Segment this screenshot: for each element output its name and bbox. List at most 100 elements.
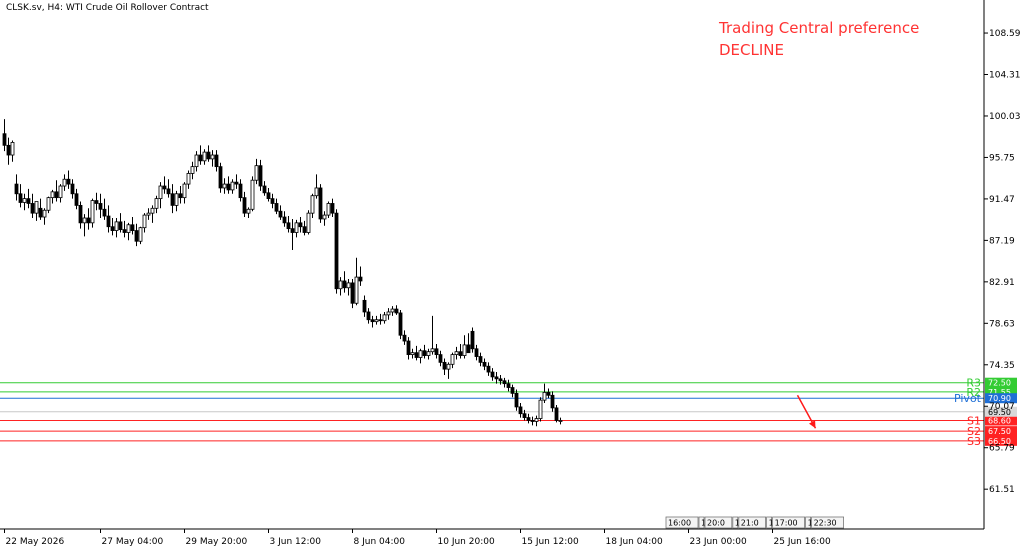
candle-body	[330, 203, 335, 214]
candle-body	[386, 311, 391, 316]
candle-body	[46, 197, 51, 211]
candle-body	[70, 183, 75, 195]
candle-body	[314, 187, 319, 197]
level-name-r2: R2	[966, 386, 981, 399]
candle-body	[26, 198, 31, 204]
candle-body	[110, 226, 115, 231]
price-tick-label: 65.79	[989, 444, 1015, 454]
future-time-box	[698, 516, 705, 529]
candle-body	[354, 276, 359, 304]
candle-body	[262, 185, 267, 194]
future-time-label: 17:00	[775, 519, 798, 528]
candle-body	[226, 183, 231, 191]
level-name-pivot: Pivot	[954, 392, 982, 405]
candle-body	[370, 319, 375, 323]
price-tick-label: 91.47	[989, 195, 1015, 205]
candle-body	[422, 350, 427, 356]
candle-body	[514, 392, 519, 408]
candle-body	[554, 407, 559, 421]
time-tick-label: 29 May 20:00	[186, 537, 248, 547]
candle-body	[230, 181, 235, 191]
future-time-box	[766, 516, 772, 529]
candle-body	[510, 387, 515, 394]
candle-body	[158, 185, 163, 200]
candle-body	[474, 348, 479, 357]
candle-body	[82, 217, 87, 224]
candle-body	[482, 361, 487, 367]
future-time-box	[704, 516, 733, 529]
future-time-box	[811, 516, 844, 529]
candle-body	[18, 193, 23, 203]
candle-body	[358, 276, 363, 282]
price-axis[interactable]: 108.59 104.31 100.03 95.75 91.47 87.19 82.91 78…	[984, 29, 1021, 495]
candle-body	[86, 217, 91, 224]
candle-body	[454, 351, 459, 356]
level-price-tag	[985, 377, 1017, 388]
candle-body	[238, 183, 243, 199]
time-axis[interactable]: 22 May 2026 27 May 04:00 29 May 20:00 3 Jun…	[4, 529, 831, 547]
candle-body	[138, 227, 143, 242]
candle-body	[278, 210, 283, 218]
candle-body	[186, 173, 191, 185]
candle-body	[306, 212, 311, 233]
price-tick-label: 108.59	[989, 29, 1021, 39]
candle-body	[494, 376, 499, 380]
level-price-label: 71.55	[988, 388, 1011, 397]
time-tick-label: 3 Jun 12:00	[270, 537, 322, 547]
candle-body	[530, 420, 535, 422]
candle-body	[434, 348, 439, 356]
candle-body	[466, 344, 471, 354]
level-price-tag	[985, 415, 1017, 426]
level-price-tag	[985, 386, 1017, 397]
candle-body	[114, 221, 119, 231]
candle-body	[38, 207, 43, 218]
candle-body	[22, 198, 27, 203]
future-time-label: 1	[769, 519, 774, 528]
candle-body	[202, 151, 207, 162]
projection-arrow	[796, 394, 817, 429]
candle-body	[130, 224, 135, 231]
price-tick-label: 100.03	[989, 112, 1021, 122]
candle-body	[98, 203, 103, 210]
current-price-label: 69.50	[988, 408, 1011, 417]
candle-body	[342, 280, 347, 289]
price-tick-label: 74.35	[989, 361, 1015, 371]
candle-body	[414, 352, 419, 358]
candle-body	[322, 214, 327, 220]
candle-body	[222, 183, 227, 189]
candle-body	[266, 192, 271, 200]
future-time-box	[732, 516, 739, 529]
candle-body	[66, 178, 71, 185]
candle-body	[538, 399, 543, 419]
candle-body	[182, 183, 187, 199]
candle-body	[150, 207, 155, 214]
future-time-box	[805, 516, 811, 529]
candle-body	[270, 198, 275, 204]
level-name-s2: S2	[967, 425, 981, 438]
candle-body	[326, 203, 331, 216]
candle-body	[62, 178, 67, 187]
level-price-label: 68.60	[988, 416, 1011, 425]
candle-body	[390, 308, 395, 313]
candle-body	[166, 188, 171, 195]
candle-body	[50, 191, 55, 199]
candle-body	[522, 413, 527, 418]
candle-body	[54, 191, 59, 199]
candle-body	[426, 351, 431, 356]
candle-body	[310, 195, 315, 214]
future-time-label: 1	[701, 519, 706, 528]
candle-body	[242, 197, 247, 214]
candle-body	[2, 133, 7, 146]
candle-body	[470, 330, 475, 350]
level-price-label: 66.50	[988, 437, 1011, 446]
level-price-label: 67.50	[988, 427, 1011, 436]
level-price-label: 70.90	[988, 394, 1011, 403]
candle-body	[142, 214, 147, 229]
candle-body	[194, 154, 199, 168]
price-tick-label: 87.19	[989, 236, 1015, 246]
candle-body	[102, 208, 107, 217]
candle-body	[122, 229, 127, 233]
candle-body	[90, 200, 95, 224]
future-time-label: 16:00	[668, 519, 691, 528]
